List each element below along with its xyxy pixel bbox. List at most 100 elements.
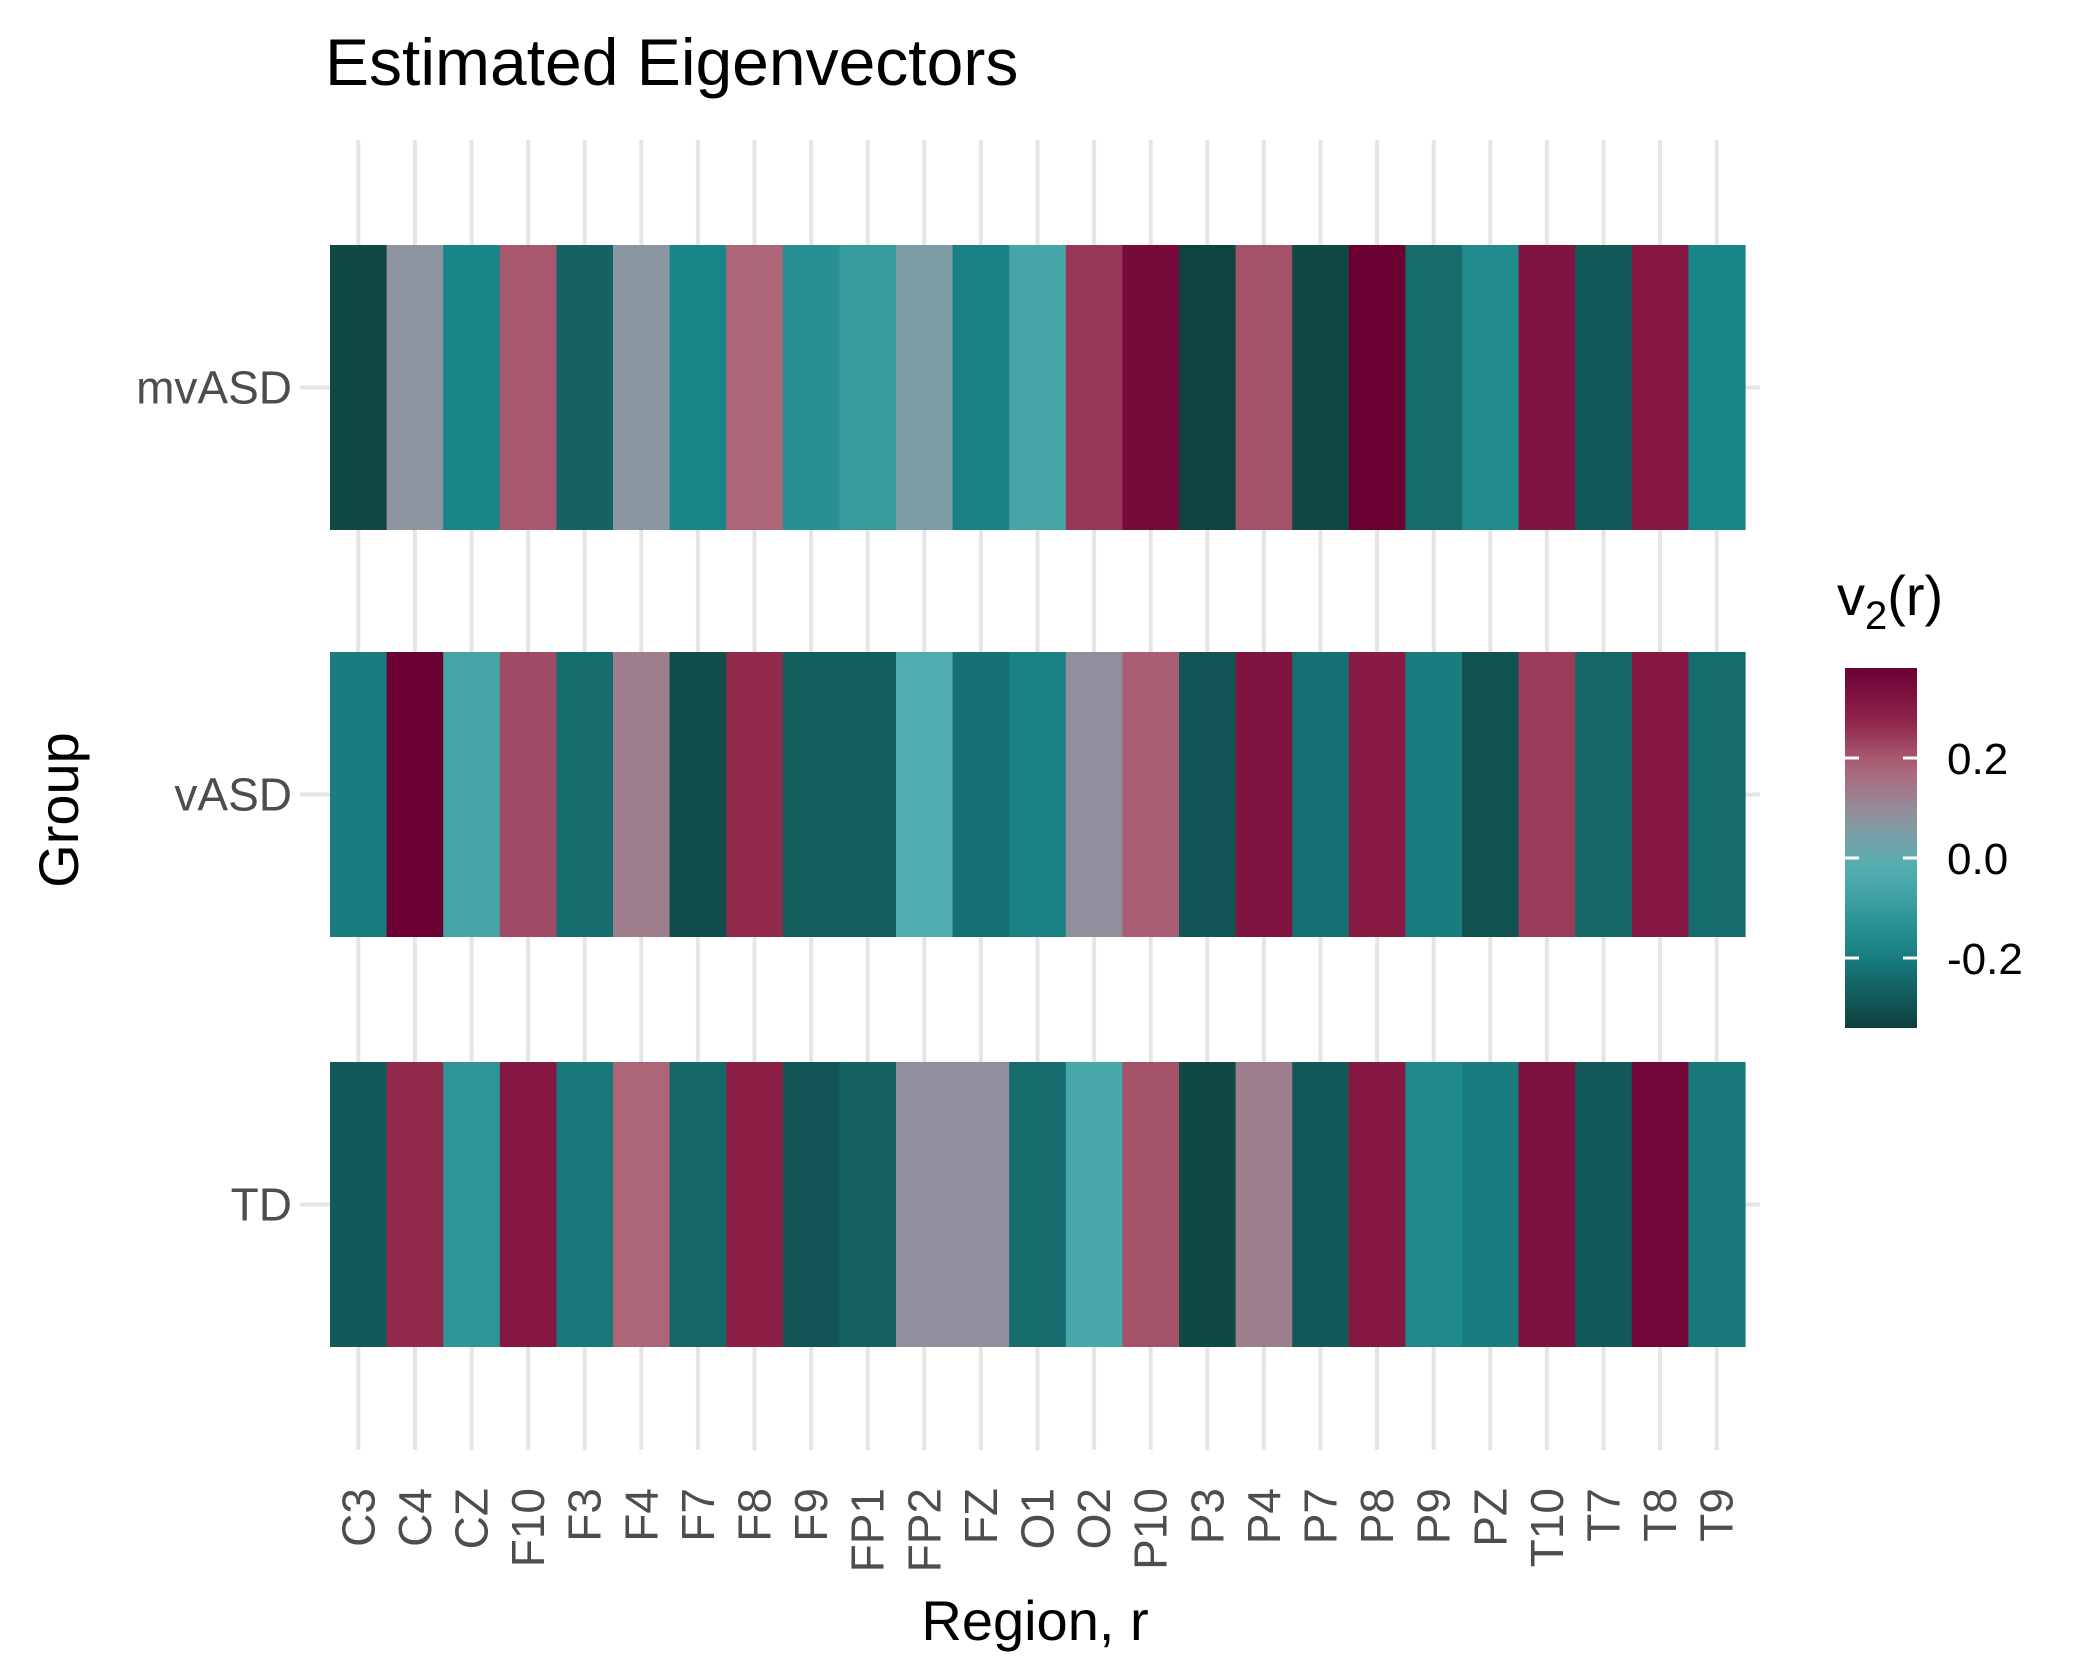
heatmap-cell-TD-F9 xyxy=(782,1062,840,1347)
heatmap-cell-TD-F7 xyxy=(669,1062,727,1347)
x-tick-label: P4 xyxy=(1238,1488,1290,1544)
heatmap-cell-TD-P7 xyxy=(1292,1062,1350,1347)
x-tick-label: PZ xyxy=(1464,1488,1516,1547)
heatmap-cell-mvASD-O2 xyxy=(1065,245,1123,530)
x-axis-label: Region, r xyxy=(921,1589,1148,1652)
heatmap-cell-mvASD-P9 xyxy=(1405,245,1463,530)
heatmap-cell-TD-FZ xyxy=(952,1062,1010,1347)
y-tick-label: mvASD xyxy=(136,362,292,414)
x-tick-label: P3 xyxy=(1181,1488,1233,1544)
heatmap-cell-TD-T7 xyxy=(1575,1062,1633,1347)
y-axis-label: Group xyxy=(27,732,90,888)
x-tick-label: F7 xyxy=(672,1488,724,1542)
heatmap-cell-TD-O1 xyxy=(1009,1062,1067,1347)
legend-title-subscript: 2 xyxy=(1865,594,1887,638)
heatmap-cell-mvASD-P7 xyxy=(1292,245,1350,530)
heatmap-cell-TD-CZ xyxy=(443,1062,501,1347)
color-legend: v2(r) 0.2 0.0 -0.2 xyxy=(1837,564,2023,1028)
heatmap-cell-TD-C3 xyxy=(330,1062,388,1347)
heatmap-cell-mvASD-P3 xyxy=(1179,245,1237,530)
heatmap-cell-vASD-T7 xyxy=(1575,652,1633,937)
heatmap-cell-TD-P8 xyxy=(1348,1062,1406,1347)
heatmap-cell-vASD-P3 xyxy=(1179,652,1237,937)
heatmap-cell-mvASD-FP2 xyxy=(896,245,954,530)
heatmap-cell-mvASD-C3 xyxy=(330,245,388,530)
x-tick-label: O2 xyxy=(1068,1488,1120,1549)
heatmap-cell-mvASD-O1 xyxy=(1009,245,1067,530)
heatmap-cell-mvASD-P10 xyxy=(1122,245,1180,530)
x-tick-label: CZ xyxy=(446,1488,498,1549)
chart-title: Estimated Eigenvectors xyxy=(325,25,1018,99)
legend-tick-label: -0.2 xyxy=(1947,935,2023,984)
heatmap-cell-mvASD-F9 xyxy=(782,245,840,530)
heatmap-cell-mvASD-PZ xyxy=(1462,245,1520,530)
heatmap-cell-vASD-T9 xyxy=(1688,652,1746,937)
heatmap-cell-TD-T9 xyxy=(1688,1062,1746,1347)
x-tick-label: P9 xyxy=(1408,1488,1460,1544)
x-tick-label: P10 xyxy=(1125,1488,1177,1570)
legend-title-suffix: (r) xyxy=(1887,564,1943,627)
heatmap-cell-vASD-FZ xyxy=(952,652,1010,937)
x-tick-label: F3 xyxy=(559,1488,611,1542)
x-tick-label: T9 xyxy=(1691,1488,1743,1542)
x-tick-label: T8 xyxy=(1634,1488,1686,1542)
legend-tick-label: 0.0 xyxy=(1947,835,2008,884)
heatmap-cell-vASD-FP1 xyxy=(839,652,897,937)
heatmap-cell-vASD-P10 xyxy=(1122,652,1180,937)
heatmap-cell-mvASD-T10 xyxy=(1518,245,1576,530)
heatmap-cell-TD-FP1 xyxy=(839,1062,897,1347)
x-tick-label: C4 xyxy=(389,1488,441,1547)
heatmap-cell-mvASD-C4 xyxy=(386,245,444,530)
heatmap-cell-mvASD-T8 xyxy=(1631,245,1689,530)
x-tick-label: F9 xyxy=(785,1488,837,1542)
heatmap-cell-vASD-F4 xyxy=(613,652,671,937)
legend-colorbar xyxy=(1845,668,1917,1028)
x-tick-label: FP2 xyxy=(898,1488,950,1572)
heatmap-cell-TD-PZ xyxy=(1462,1062,1520,1347)
heatmap-cell-vASD-T10 xyxy=(1518,652,1576,937)
heatmap-cell-TD-F3 xyxy=(556,1062,614,1347)
heatmap-cell-mvASD-F4 xyxy=(613,245,671,530)
heatmap-cell-mvASD-P8 xyxy=(1348,245,1406,530)
heatmap-cell-TD-P9 xyxy=(1405,1062,1463,1347)
heatmap-cell-TD-T10 xyxy=(1518,1062,1576,1347)
heatmap-cell-mvASD-F3 xyxy=(556,245,614,530)
x-tick-label: P7 xyxy=(1295,1488,1347,1544)
heatmap-cell-TD-O2 xyxy=(1065,1062,1123,1347)
heatmap-cell-TD-P4 xyxy=(1235,1062,1293,1347)
heatmap-cell-vASD-P7 xyxy=(1292,652,1350,937)
heatmap-cell-mvASD-FP1 xyxy=(839,245,897,530)
heatmap-cell-vASD-O1 xyxy=(1009,652,1067,937)
x-tick-label: F4 xyxy=(615,1488,667,1542)
heatmap-cell-vASD-F3 xyxy=(556,652,614,937)
x-tick-label: P8 xyxy=(1351,1488,1403,1544)
heatmap-cell-vASD-F7 xyxy=(669,652,727,937)
x-tick-label: F10 xyxy=(502,1488,554,1567)
heatmap-cell-mvASD-T9 xyxy=(1688,245,1746,530)
heatmap-cell-mvASD-FZ xyxy=(952,245,1010,530)
legend-tick-label: 0.2 xyxy=(1947,735,2008,784)
x-tick-label: T7 xyxy=(1578,1488,1630,1542)
heatmap-cell-vASD-F8 xyxy=(726,652,784,937)
heatmap-cell-TD-T8 xyxy=(1631,1062,1689,1347)
heatmap-cell-vASD-F10 xyxy=(499,652,557,937)
heatmap-cell-mvASD-T7 xyxy=(1575,245,1633,530)
heatmap-cell-vASD-P8 xyxy=(1348,652,1406,937)
heatmap-cell-mvASD-F10 xyxy=(499,245,557,530)
heatmap-cell-vASD-C3 xyxy=(330,652,388,937)
y-tick-labels: mvASD vASD TD xyxy=(136,362,292,1231)
heatmap-cell-TD-F8 xyxy=(726,1062,784,1347)
heatmap-cell-TD-P3 xyxy=(1179,1062,1237,1347)
heatmap-cell-TD-FP2 xyxy=(896,1062,954,1347)
heatmap-cell-TD-F4 xyxy=(613,1062,671,1347)
heatmap-cell-vASD-P9 xyxy=(1405,652,1463,937)
x-tick-label: FP1 xyxy=(842,1488,894,1572)
x-tick-labels: C3 C4 CZ F10 F3 F4 F7 F8 F9 FP1 FP2 FZ O1 O2 P10 P3 P4 P7… xyxy=(332,1488,1742,1572)
heatmap-cell-vASD-O2 xyxy=(1065,652,1123,937)
heatmap-cell-vASD-F9 xyxy=(782,652,840,937)
x-tick-label: C3 xyxy=(332,1488,384,1547)
heatmap-cell-vASD-C4 xyxy=(386,652,444,937)
heatmap-cell-TD-F10 xyxy=(499,1062,557,1347)
legend-ticks: 0.2 0.0 -0.2 xyxy=(1845,735,2023,984)
legend-title-base: v xyxy=(1837,564,1865,627)
